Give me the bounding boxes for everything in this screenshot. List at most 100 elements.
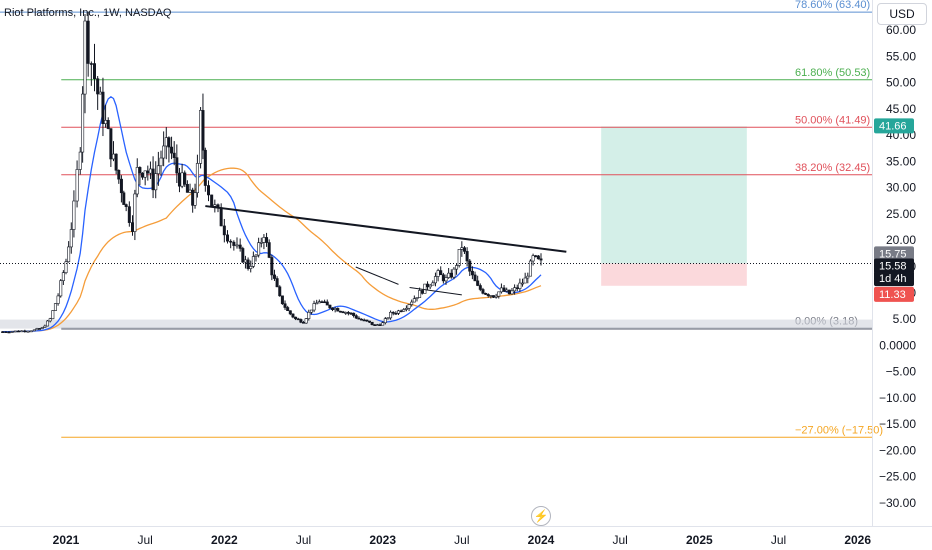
candle-body — [241, 248, 245, 263]
candle-body — [315, 302, 319, 305]
currency-button[interactable]: USD — [877, 3, 927, 25]
short-trendline[interactable] — [409, 287, 462, 296]
candle-body — [249, 266, 253, 269]
candle-body — [64, 261, 68, 273]
candle-body — [449, 272, 453, 278]
candle-body — [195, 163, 199, 194]
candle-body — [412, 298, 416, 303]
candle-body — [124, 204, 128, 207]
candle-body — [299, 319, 303, 323]
candle-body — [38, 328, 42, 330]
candle-body — [89, 63, 93, 65]
candle-body — [407, 304, 411, 309]
candle-body — [1, 331, 5, 333]
chart-title: Riot Platforms, Inc., 1W, NASDAQ — [4, 7, 172, 19]
candle-body — [143, 170, 147, 178]
candle-body — [86, 20, 90, 64]
candle-body — [280, 295, 284, 305]
zero-level-band — [0, 319, 872, 329]
candle-body — [394, 312, 398, 315]
candle-body — [40, 327, 44, 329]
candle-body — [346, 312, 350, 314]
candle-body — [338, 310, 342, 313]
candle-body — [117, 169, 121, 180]
y-tick-label: 45.00 — [886, 102, 916, 116]
price-tag — [874, 286, 914, 302]
candle-body — [106, 120, 110, 129]
candle-body — [46, 320, 50, 327]
candle-body — [172, 152, 176, 158]
candle-body — [286, 307, 290, 312]
candle-body — [213, 204, 217, 207]
candles — [1, 11, 543, 334]
candle-body — [439, 270, 443, 276]
candle-body — [536, 255, 540, 260]
candle-body — [238, 244, 242, 249]
candle-body — [304, 318, 308, 324]
candle-body — [375, 324, 379, 326]
x-tick-label: 2025 — [686, 533, 713, 547]
candle-body — [183, 172, 187, 185]
y-tick-label: −25.00 — [879, 470, 916, 484]
candle-body — [235, 244, 239, 247]
candle-body — [444, 277, 448, 282]
candle-body — [43, 325, 47, 328]
trendlines — [205, 205, 567, 296]
fib-label: 61.80% (50.53) — [795, 67, 870, 79]
candle-body — [452, 268, 456, 278]
price-tag — [874, 271, 914, 287]
candle-body — [210, 194, 214, 207]
candle-body — [447, 272, 451, 278]
candle-body — [378, 324, 382, 326]
candle-body — [151, 168, 155, 191]
candle-body — [81, 93, 85, 153]
candle-body — [83, 20, 87, 95]
price-tag — [874, 246, 914, 262]
candle-body — [180, 172, 184, 187]
candle-body — [457, 249, 461, 266]
candle-body — [72, 200, 76, 230]
tradingview-logo-icon[interactable]: ⚡ — [531, 506, 551, 526]
candle-body — [323, 301, 327, 304]
candle-body — [98, 91, 102, 95]
descending-trendline[interactable] — [205, 205, 567, 253]
fib-label: 38.20% (32.45) — [795, 162, 870, 174]
candle-body — [415, 297, 419, 299]
candle-body — [222, 225, 226, 236]
candle-body — [360, 318, 364, 321]
candle-body — [133, 193, 137, 232]
candle-body — [341, 311, 345, 314]
short-trendline[interactable] — [355, 266, 399, 285]
candle-body — [219, 207, 223, 227]
candle-body — [521, 282, 525, 285]
candle-body — [325, 301, 329, 306]
candle-body — [270, 257, 274, 276]
candle-body — [505, 289, 509, 292]
x-tick-label: 2021 — [53, 533, 80, 547]
candle-body — [254, 254, 258, 257]
candle-body — [301, 321, 305, 324]
candle-body — [352, 312, 356, 316]
candle-body — [13, 330, 17, 333]
candle-body — [365, 319, 369, 322]
candle-body — [262, 237, 266, 243]
candle-body — [69, 229, 73, 248]
candle-body — [441, 274, 445, 282]
y-tick-label: 30.00 — [886, 181, 916, 195]
y-tick-label: −30.00 — [879, 496, 916, 510]
candle-body — [336, 308, 340, 312]
candle-body — [478, 285, 482, 290]
position-zones — [601, 126, 747, 286]
candle-body — [312, 303, 316, 311]
time-axis[interactable]: 2021 Jul 2022 Jul 2023 Jul 2024 Jul 2025 Jul 2026 — [53, 533, 872, 547]
candle-body — [523, 277, 527, 284]
candle-body — [426, 283, 430, 288]
price-tag-text: 41.66 — [879, 120, 907, 132]
candle-body — [191, 189, 195, 206]
candle-body — [193, 192, 197, 206]
x-tick-label: Jul — [771, 533, 786, 547]
candle-body — [61, 272, 65, 281]
candle-body — [267, 242, 271, 258]
